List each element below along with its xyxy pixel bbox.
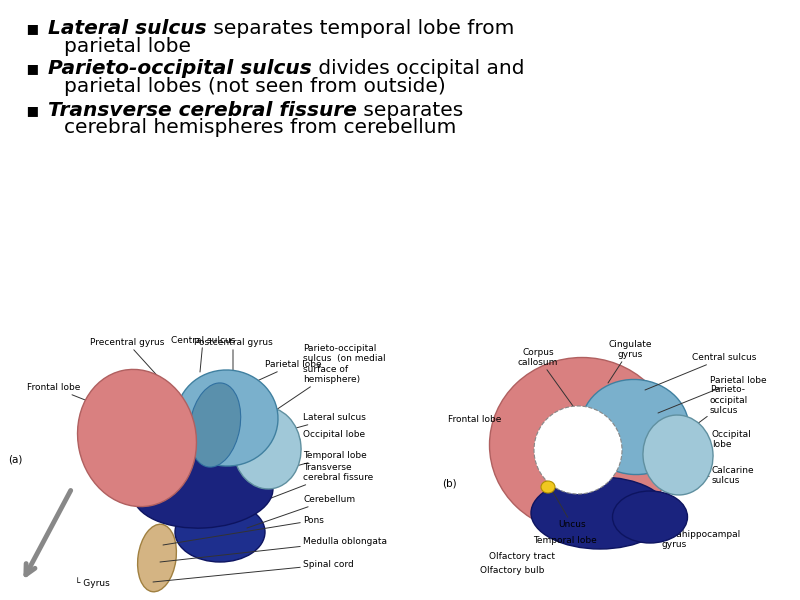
- Text: Spinal cord: Spinal cord: [153, 560, 354, 582]
- Text: parietal lobes (not seen from outside): parietal lobes (not seen from outside): [64, 77, 446, 95]
- Text: ▪: ▪: [26, 59, 39, 78]
- Text: Central sulcus: Central sulcus: [645, 353, 756, 390]
- Text: Parieto-occipital
sulcus  (on medial
surface of
hemisphere): Parieto-occipital sulcus (on medial surf…: [273, 344, 386, 412]
- Ellipse shape: [190, 383, 241, 467]
- Ellipse shape: [534, 406, 622, 494]
- Text: Cingulate
gyrus: Cingulate gyrus: [608, 340, 652, 383]
- Text: Cerebellum: Cerebellum: [247, 495, 355, 528]
- Text: Medulla oblongata: Medulla oblongata: [160, 537, 387, 562]
- Ellipse shape: [490, 358, 674, 533]
- Text: ▪: ▪: [26, 19, 39, 38]
- Text: └ Gyrus: └ Gyrus: [75, 577, 110, 588]
- Text: Parietal lobe: Parietal lobe: [658, 376, 766, 413]
- Text: parietal lobe: parietal lobe: [64, 37, 191, 56]
- Ellipse shape: [233, 407, 301, 489]
- Ellipse shape: [133, 456, 273, 528]
- Ellipse shape: [581, 379, 689, 475]
- Text: Temporal lobe: Temporal lobe: [237, 451, 366, 482]
- Text: Parieto-
occipital
sulcus: Parieto- occipital sulcus: [685, 385, 748, 433]
- Text: Central sulcus: Central sulcus: [171, 336, 235, 372]
- Ellipse shape: [78, 370, 197, 506]
- Ellipse shape: [541, 481, 555, 493]
- Text: Frontal lobe: Frontal lobe: [448, 415, 502, 425]
- Text: Parieto-occipital sulcus: Parieto-occipital sulcus: [48, 59, 312, 78]
- Text: Parietal lobe: Parietal lobe: [237, 360, 322, 390]
- Text: Precentral gyrus: Precentral gyrus: [90, 338, 164, 382]
- Text: separates: separates: [357, 101, 463, 120]
- Text: ▪: ▪: [26, 101, 39, 120]
- Text: (a): (a): [8, 455, 22, 465]
- Text: Parahippocampal
gyrus: Parahippocampal gyrus: [645, 520, 740, 549]
- Ellipse shape: [531, 477, 669, 549]
- Text: Transverse cerebral fissure: Transverse cerebral fissure: [48, 101, 357, 120]
- Text: cerebral hemispheres from cerebellum: cerebral hemispheres from cerebellum: [64, 118, 456, 137]
- Ellipse shape: [138, 524, 177, 592]
- Text: Postcentral gyrus: Postcentral gyrus: [194, 338, 272, 380]
- Text: Lateral sulcus: Lateral sulcus: [48, 19, 206, 38]
- Text: divides occipital and: divides occipital and: [312, 59, 524, 78]
- Text: Uncus: Uncus: [550, 487, 586, 529]
- Text: Olfactory tract: Olfactory tract: [489, 552, 555, 561]
- Text: Calcarine
sulcus: Calcarine sulcus: [692, 466, 754, 485]
- Text: Occipital
lobe: Occipital lobe: [695, 430, 752, 457]
- Text: (b): (b): [442, 478, 457, 488]
- Ellipse shape: [176, 370, 278, 466]
- Text: Lateral sulcus: Lateral sulcus: [197, 413, 366, 455]
- Text: separates temporal lobe from: separates temporal lobe from: [206, 19, 514, 38]
- Ellipse shape: [643, 415, 713, 495]
- Text: Pons: Pons: [163, 516, 324, 545]
- Text: Transverse
cerebral fissure: Transverse cerebral fissure: [253, 463, 374, 505]
- Ellipse shape: [166, 463, 188, 481]
- Text: Frontal lobe: Frontal lobe: [27, 383, 123, 415]
- Text: Corpus
callosum: Corpus callosum: [518, 347, 578, 413]
- Text: Occipital lobe: Occipital lobe: [280, 430, 365, 442]
- Text: Temporal lobe: Temporal lobe: [533, 536, 597, 545]
- Text: Olfactory bulb: Olfactory bulb: [480, 566, 544, 575]
- Ellipse shape: [175, 502, 265, 562]
- Ellipse shape: [613, 491, 687, 543]
